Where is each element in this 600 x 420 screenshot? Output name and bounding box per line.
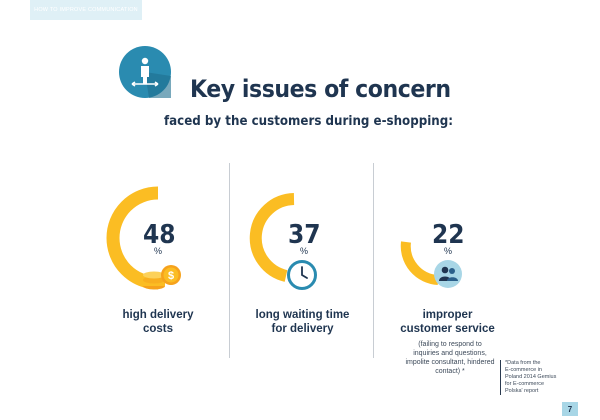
person-arrows-icon (119, 46, 171, 98)
stat-note: (failing to respond to inquiries and que… (405, 341, 495, 375)
percent-ring (106, 186, 159, 290)
stat-unit: % (154, 246, 163, 256)
people-icon (434, 260, 462, 288)
clock-icon (287, 260, 317, 290)
stat-label: improper customer service (400, 309, 495, 335)
stat-unit: % (444, 246, 453, 256)
stat-label: high delivery costs (122, 309, 194, 335)
stat-value: 48 (143, 220, 176, 250)
source-footnote: *Data from the E-commerce in Poland 2014… (500, 360, 575, 395)
section-tab: HOW TO IMPROVE COMMUNICATION (30, 0, 142, 20)
stat-label: long waiting time for delivery (255, 309, 350, 335)
percent-ring (400, 241, 439, 285)
page-subtitle: faced by the customers during e-shopping… (164, 113, 454, 129)
coins-icon: $ (143, 265, 181, 290)
stat-unit: % (300, 246, 309, 256)
percent-ring (249, 193, 295, 282)
svg-text:$: $ (168, 270, 174, 282)
page-title: Key issues of concern (190, 75, 451, 103)
stat-value: 37 (288, 220, 321, 250)
column-divider (373, 163, 374, 358)
page-number: 7 (562, 402, 578, 416)
column-divider (229, 163, 230, 358)
stat-value: 22 (432, 220, 465, 250)
